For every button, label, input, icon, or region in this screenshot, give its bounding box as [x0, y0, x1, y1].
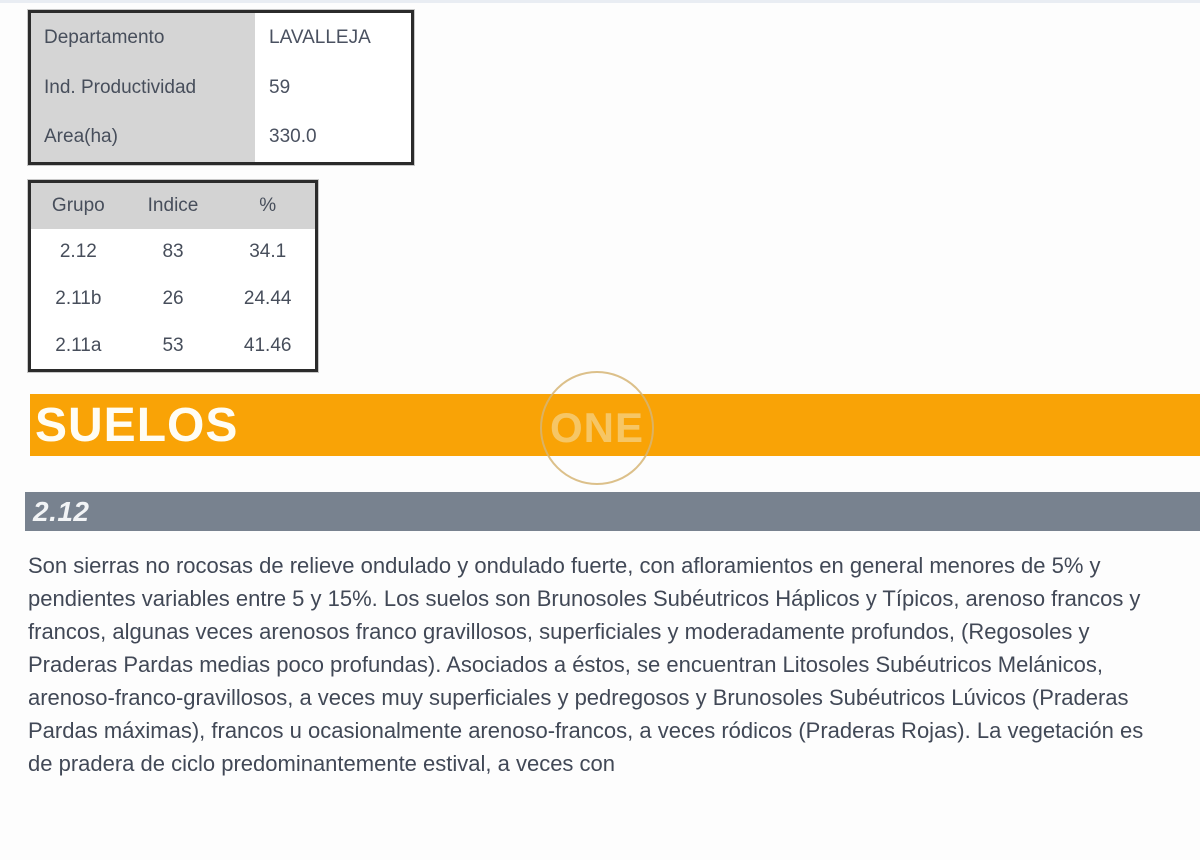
cell-indice: 83	[162, 241, 184, 263]
subsection-title: 2.12	[33, 495, 90, 527]
cell-percent: 34.1	[249, 241, 287, 263]
cell-grupo: 2.12	[59, 241, 97, 263]
cell-grupo: 2.11a	[55, 334, 102, 356]
info-value-productividad: 59	[255, 62, 411, 113]
top-divider	[0, 0, 1200, 3]
soil-description-paragraph: Son sierras no rocosas de relieve ondula…	[28, 553, 1144, 776]
info-value-departamento: LAVALLEJA	[255, 13, 411, 63]
column-header-grupo: Grupo	[51, 195, 105, 216]
table-row: Ind. Productividad 59	[31, 62, 411, 113]
cell-percent: 41.46	[243, 334, 292, 356]
table-row: Area(ha) 330.0	[31, 112, 411, 163]
property-info-table: Departamento LAVALLEJA Ind. Productivida…	[28, 10, 414, 165]
column-header-indice: Indice	[147, 195, 199, 216]
cell-indice: 53	[162, 334, 184, 356]
table-row: 2.11b 26 24.44	[31, 276, 315, 323]
cell-grupo: 2.11b	[55, 288, 102, 309]
info-label-area: Area(ha)	[31, 112, 255, 163]
subsection-heading-bar: 2.12	[25, 492, 1200, 531]
cell-indice: 26	[162, 288, 184, 309]
info-label-departamento: Departamento	[31, 13, 255, 63]
section-title: SUELOS	[35, 398, 239, 452]
table-row: Departamento LAVALLEJA	[31, 13, 411, 63]
watermark-text: ONE	[549, 404, 644, 451]
one-watermark: ONE	[540, 371, 654, 485]
info-value-area: 330.0	[255, 112, 411, 163]
table-row: 2.11a 53 41.46	[31, 322, 315, 369]
column-header-percent: %	[259, 195, 277, 216]
table-row: 2.12 83 34.1	[31, 229, 315, 276]
table-header-row: Grupo Indice %	[31, 183, 315, 229]
info-label-productividad: Ind. Productividad	[31, 62, 255, 113]
cell-percent: 24.44	[243, 288, 292, 309]
soil-groups-table: Grupo Indice % 2.12 83 34.1 2.11b 26 24.…	[28, 180, 318, 372]
